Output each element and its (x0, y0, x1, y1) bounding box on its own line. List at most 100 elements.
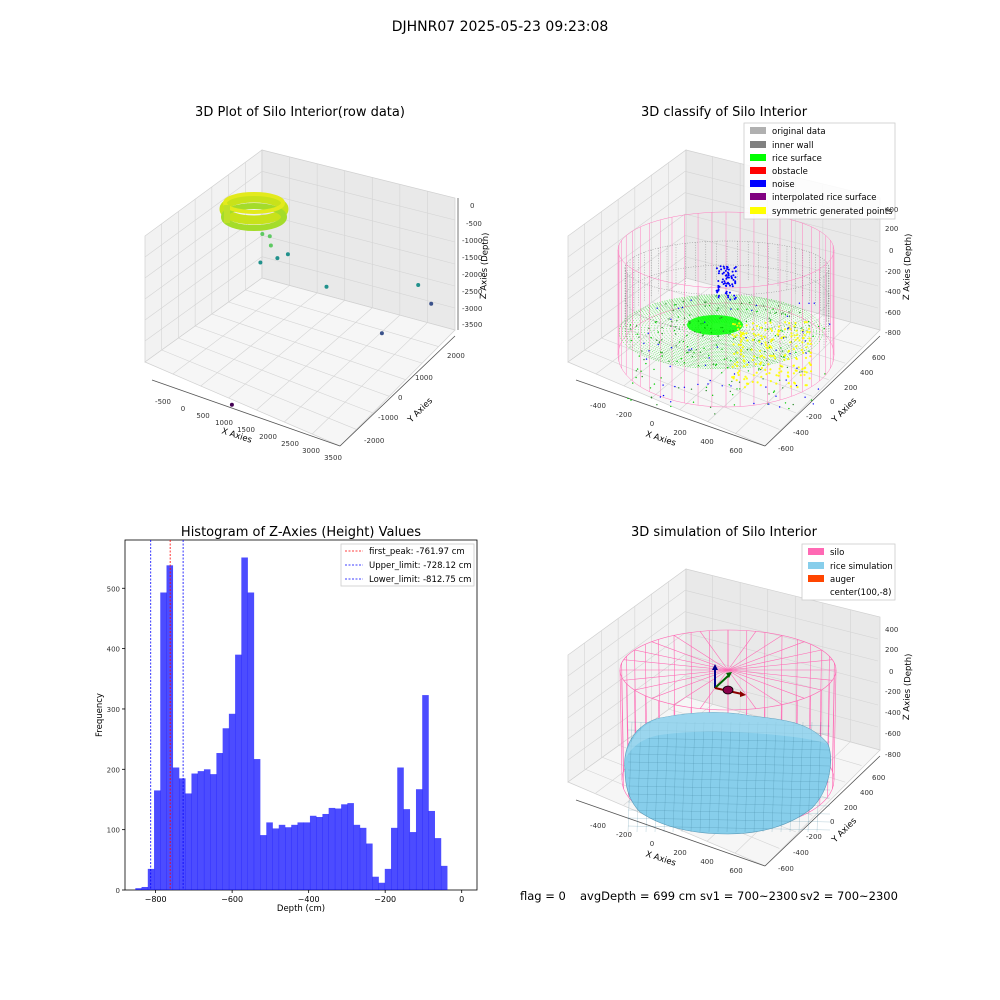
noise-point (716, 291, 719, 294)
mesh-line (699, 721, 705, 833)
symmetric-point (805, 346, 808, 349)
surface-point (686, 334, 688, 337)
silo-spoke (727, 631, 757, 671)
symmetric-point (760, 366, 764, 370)
surface-point (653, 368, 655, 371)
symmetric-point (759, 361, 763, 364)
histogram-bar (216, 753, 223, 890)
surface-point (808, 325, 810, 327)
surface-point (780, 355, 782, 358)
surface-point (638, 336, 640, 338)
grid-line (211, 313, 406, 380)
legend-swatch (750, 193, 766, 200)
symmetric-point (740, 353, 743, 356)
raw-data-point (429, 301, 434, 306)
grid-line (734, 322, 851, 435)
histogram-x-tick-label: −800 (145, 895, 167, 904)
surface-point (680, 358, 682, 360)
noise-point (723, 280, 726, 283)
surface-point (779, 379, 781, 381)
simulation-y-tick: -600 (778, 865, 794, 873)
noise-point (808, 302, 810, 304)
symmetric-point (754, 334, 757, 337)
surface-point (704, 326, 706, 329)
silo-spoke (727, 641, 805, 671)
symmetric-point (761, 337, 764, 340)
surface-point (788, 407, 790, 410)
symmetric-point (770, 354, 774, 358)
noise-point (704, 364, 707, 366)
noise-point (725, 277, 728, 280)
surface-point (764, 350, 766, 353)
legend-label: inner wall (772, 141, 813, 151)
symmetric-point (743, 378, 746, 381)
symmetric-point (801, 368, 804, 371)
surface-point (775, 311, 777, 314)
noise-point (688, 349, 690, 351)
symmetric-point (759, 355, 762, 358)
surface-point (693, 351, 695, 354)
surface-ring (637, 300, 805, 361)
mesh-line (681, 721, 687, 833)
surface-point (683, 324, 685, 326)
grid-line (601, 337, 796, 414)
legend-entry-noise: noise (750, 180, 795, 190)
surface-point (648, 327, 650, 330)
histogram-bar (285, 827, 292, 890)
surface-point (788, 315, 791, 317)
simulation-z-tick: 400 (885, 626, 898, 634)
grid-line (144, 171, 263, 258)
symmetric-point (779, 364, 782, 367)
grid-line (144, 256, 263, 342)
legend-swatch (808, 562, 824, 569)
surface-point (699, 331, 701, 334)
symmetric-point (742, 355, 745, 358)
surface-point (772, 391, 775, 393)
raw-z-label: Z Axies (Depth) (479, 232, 491, 299)
simulation-x-tick: -200 (616, 831, 632, 839)
symmetric-point (766, 347, 770, 350)
legend-entry-original-data: original data (750, 127, 826, 137)
surface-point (817, 325, 820, 328)
symmetric-point (736, 365, 739, 368)
noise-point (798, 302, 801, 304)
noise-point (730, 275, 733, 278)
symmetric-point (804, 356, 808, 359)
surface-point (699, 351, 702, 353)
raw-data-point (324, 284, 329, 289)
histogram-legend: first_peak: -761.97 cm Upper_limit: -728… (340, 543, 475, 587)
simulation-legend: silo rice simulation auger center(100,-8… (801, 543, 896, 601)
classify-z-tick: -600 (885, 309, 901, 317)
symmetric-point (778, 371, 781, 374)
noise-point (716, 346, 719, 348)
panel-raw-3d: 3D Plot of Silo Interior(row data) -500 … (144, 105, 491, 462)
symmetric-point (752, 374, 755, 377)
silo-wire (833, 669, 837, 781)
surface-point (689, 321, 691, 323)
simulation-z-ticks: 400 200 0 -200 -400 -600 -800 (885, 626, 901, 759)
symmetric-point (803, 321, 807, 324)
symmetric-point (788, 322, 791, 325)
histogram-bar (141, 886, 149, 890)
silo-spoke (727, 669, 783, 705)
symmetric-point (735, 334, 738, 337)
grid-line (634, 313, 829, 380)
symmetric-point (735, 379, 738, 382)
noise-point (789, 353, 791, 355)
symmetric-point (742, 331, 745, 334)
noise-point (751, 309, 753, 311)
symmetric-point (732, 343, 735, 346)
symmetric-point (760, 375, 763, 378)
raw-y-label: Y Axies (405, 396, 435, 426)
symmetric-point (764, 341, 767, 344)
mesh-line (627, 801, 831, 807)
symmetric-point (803, 373, 806, 376)
noise-point (715, 267, 718, 270)
noise-point (727, 296, 730, 299)
surface-ring (641, 301, 801, 360)
histogram-bar (278, 824, 286, 890)
surface-ring (672, 310, 770, 347)
noise-point (734, 266, 737, 268)
symmetric-point (792, 364, 795, 367)
